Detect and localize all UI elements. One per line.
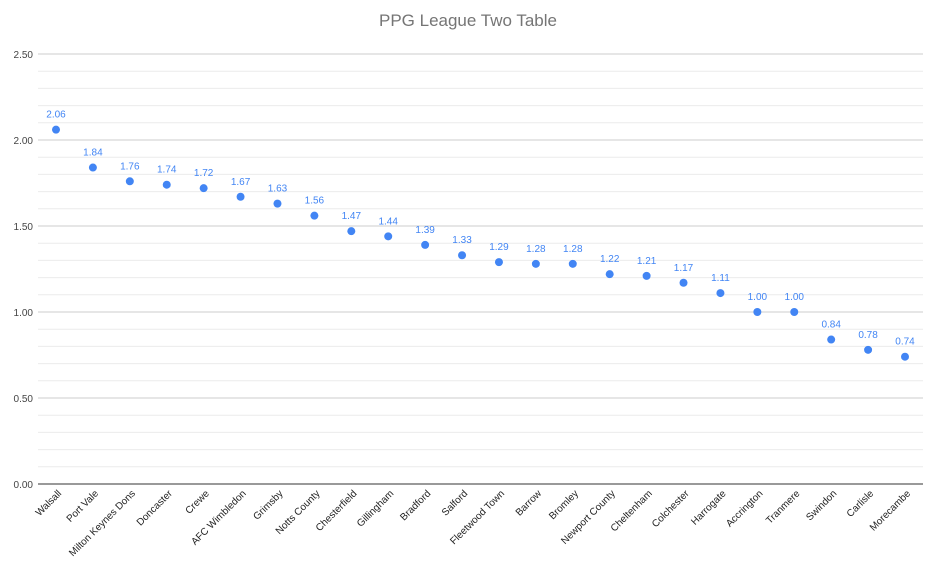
data-point xyxy=(679,278,688,287)
data-label: 1.11 xyxy=(711,273,730,284)
data-label: 1.21 xyxy=(637,256,657,267)
data-label: 1.00 xyxy=(748,292,768,303)
data-point xyxy=(458,251,467,260)
data-point xyxy=(753,308,762,316)
data-label: 1.29 xyxy=(489,242,509,253)
data-label: 1.74 xyxy=(157,165,177,176)
data-point xyxy=(199,184,208,193)
x-tick-label: Accrington xyxy=(724,488,765,529)
x-tick-label: Swindon xyxy=(804,488,839,523)
x-tick-label: Grimsby xyxy=(251,488,285,522)
x-tick-label: Bromley xyxy=(547,488,581,522)
data-label: 1.39 xyxy=(415,225,435,236)
data-point xyxy=(162,180,171,189)
data-labels: 2.06 1.84 1.76 1.74 1.72 1.67 1.63 1.56 1.47 1.44… xyxy=(46,110,915,348)
x-tick-label: Barrow xyxy=(514,488,545,519)
x-tick-label: Doncaster xyxy=(135,488,175,528)
x-tick-label: Port Vale xyxy=(65,488,102,525)
data-point xyxy=(531,259,540,268)
x-tick-label: Walsall xyxy=(34,488,64,518)
data-point xyxy=(273,199,282,208)
data-point xyxy=(236,192,245,201)
x-tick-label: Crewe xyxy=(184,488,213,517)
data-label: 1.47 xyxy=(342,211,362,222)
data-label: 1.33 xyxy=(452,235,472,246)
data-label: 1.17 xyxy=(674,263,694,274)
data-point xyxy=(125,177,134,186)
chart-title: PPG League Two Table xyxy=(379,11,557,30)
y-tick-label: 1.00 xyxy=(14,308,34,319)
data-point xyxy=(827,335,836,344)
x-tick-label: Gillingham xyxy=(355,488,396,529)
y-axis-ticks: 0.00 0.50 1.00 1.50 2.00 2.50 xyxy=(14,50,34,491)
data-label: 1.28 xyxy=(563,244,583,255)
data-label: 1.63 xyxy=(268,184,288,195)
data-point xyxy=(901,352,909,361)
data-point xyxy=(384,232,393,241)
y-tick-label: 2.50 xyxy=(14,50,34,61)
data-label: 1.67 xyxy=(231,177,251,188)
data-label: 1.76 xyxy=(120,161,140,172)
y-tick-label: 0.00 xyxy=(14,480,34,491)
data-point xyxy=(88,163,97,172)
data-point xyxy=(790,308,799,316)
data-label: 1.84 xyxy=(83,148,103,159)
data-point xyxy=(494,258,503,267)
x-tick-label: Carlisle xyxy=(845,488,877,520)
data-label: 2.06 xyxy=(46,110,66,121)
data-point xyxy=(310,211,319,220)
data-label: 0.84 xyxy=(821,320,841,331)
data-label: 0.74 xyxy=(895,337,915,348)
y-tick-label: 2.00 xyxy=(14,136,34,147)
data-label: 1.56 xyxy=(305,196,325,207)
x-tick-label: Tranmere xyxy=(764,488,802,526)
data-label: 1.00 xyxy=(785,292,805,303)
data-point xyxy=(347,227,356,236)
x-tick-label: Harrogate xyxy=(689,488,729,528)
x-tick-label: Salford xyxy=(440,488,470,518)
data-label: 1.44 xyxy=(378,216,398,227)
data-label: 1.22 xyxy=(600,254,620,265)
data-point xyxy=(716,289,725,298)
y-tick-label: 1.50 xyxy=(14,222,34,233)
x-tick-label: Milton Keynes Dons xyxy=(67,488,138,559)
data-points xyxy=(52,125,909,361)
x-tick-label: Colchester xyxy=(650,488,692,530)
grid xyxy=(38,53,923,485)
data-point xyxy=(421,240,430,249)
data-point xyxy=(605,270,614,279)
y-tick-label: 0.50 xyxy=(14,394,34,405)
data-point xyxy=(642,271,651,280)
data-label: 0.78 xyxy=(858,330,878,341)
data-point xyxy=(568,259,577,268)
data-point xyxy=(864,345,873,354)
data-label: 1.28 xyxy=(526,244,546,255)
x-tick-label: Bradford xyxy=(398,488,433,523)
data-label: 1.72 xyxy=(194,168,214,179)
data-point xyxy=(52,125,60,134)
